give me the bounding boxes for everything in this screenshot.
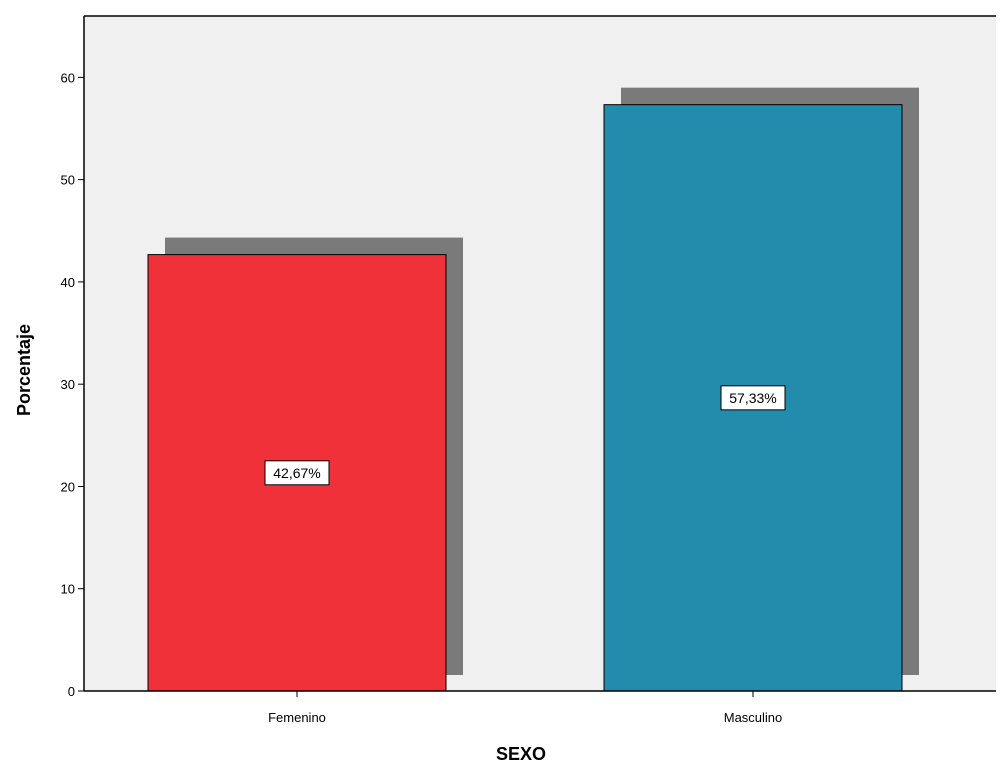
y-tick-label: 50 <box>61 173 75 188</box>
y-axis-title: Porcentaje <box>14 324 34 416</box>
x-tick-label: Femenino <box>268 710 326 725</box>
y-axis: 0 10 20 30 40 50 60 <box>61 16 85 699</box>
y-tick-label: 40 <box>61 275 75 290</box>
x-axis-title: SEXO <box>496 744 546 764</box>
y-tick-label: 0 <box>68 684 75 699</box>
data-label: 57,33% <box>729 390 776 406</box>
y-tick-label: 60 <box>61 70 75 85</box>
x-tick-label: Masculino <box>724 710 783 725</box>
bar-femenino <box>147 254 447 692</box>
y-tick-label: 20 <box>61 479 75 494</box>
y-tick-label: 10 <box>61 582 75 597</box>
y-tick-label: 30 <box>61 377 75 392</box>
data-label-box <box>720 385 786 411</box>
data-labels: 42,67% 57,33% <box>264 385 786 486</box>
data-label: 42,67% <box>273 465 320 481</box>
data-label-box <box>264 460 330 486</box>
x-axis: Femenino Masculino <box>84 690 996 725</box>
